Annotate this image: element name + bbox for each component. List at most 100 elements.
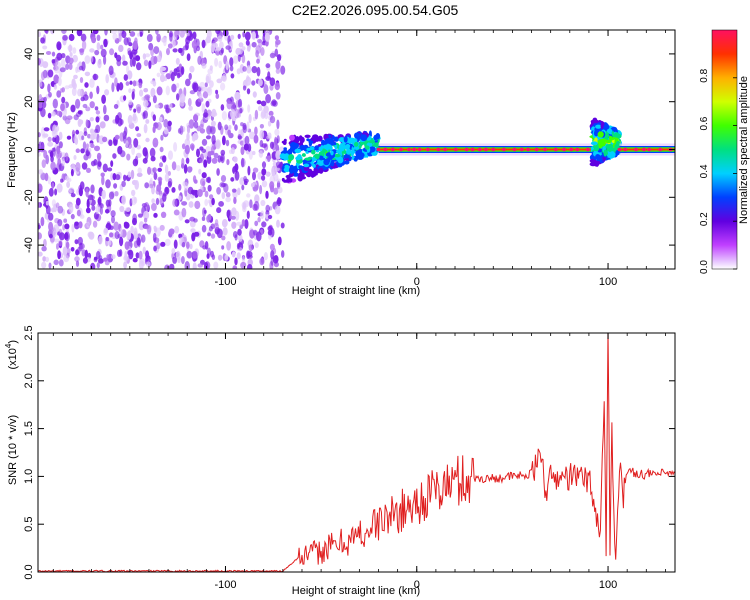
heatmap-cell xyxy=(89,117,94,122)
x-tick-label: -100 xyxy=(214,276,236,288)
heatmap-cell xyxy=(84,71,91,77)
spectrogram-y-ticks: -40 -20 0 20 40 xyxy=(23,48,675,253)
heatmap-cell xyxy=(69,52,73,57)
heatmap-cell xyxy=(288,154,295,161)
heatmap-cell xyxy=(48,212,54,221)
heatmap-cell xyxy=(97,59,102,69)
heatmap-cell xyxy=(198,168,202,175)
heatmap-cell xyxy=(53,84,58,90)
heatmap-cell xyxy=(246,193,251,198)
heatmap-cell xyxy=(125,81,130,86)
heatmap-cell xyxy=(166,48,170,56)
heatmap-cell xyxy=(280,222,285,229)
heatmap-cell xyxy=(78,187,83,197)
heatmap-cell xyxy=(185,157,190,164)
heatmap-cell xyxy=(283,179,288,183)
heatmap-cell xyxy=(56,110,63,116)
heatmap-cell xyxy=(318,146,323,152)
heatmap-cell xyxy=(207,184,212,192)
heatmap-region-0 xyxy=(38,30,286,269)
heatmap-cell xyxy=(253,200,260,211)
heatmap-cell xyxy=(269,52,276,59)
heatmap-cell xyxy=(121,180,126,188)
heatmap-cell xyxy=(90,55,94,63)
heatmap-cell xyxy=(40,172,46,181)
heatmap-cell xyxy=(127,230,132,240)
heatmap-cell xyxy=(149,183,154,189)
heatmap-cell xyxy=(75,129,80,135)
y-tick-label: 20 xyxy=(23,96,35,108)
heatmap-cell xyxy=(68,63,73,70)
heatmap-cell xyxy=(38,143,41,153)
heatmap-cell xyxy=(210,145,215,154)
heatmap-cell xyxy=(168,177,173,187)
heatmap-cell xyxy=(202,91,209,99)
heatmap-cell xyxy=(150,156,156,162)
heatmap-cell xyxy=(54,188,58,196)
heatmap-cell xyxy=(73,155,77,160)
heatmap-cell xyxy=(53,74,60,84)
heatmap-cell xyxy=(224,124,229,131)
heatmap-cell xyxy=(265,94,271,104)
heatmap-cell xyxy=(114,52,118,59)
heatmap-cell xyxy=(171,161,177,171)
heatmap-cell xyxy=(263,84,269,95)
colorbar-tick-label: 0.2 xyxy=(699,212,710,226)
heatmap-cell xyxy=(299,145,306,150)
heatmap-cell xyxy=(216,207,222,214)
heatmap-cell xyxy=(96,34,101,41)
heatmap-cell xyxy=(186,124,191,134)
snr-y-scale: (x104) xyxy=(4,340,19,370)
heatmap-cell xyxy=(359,156,363,160)
heatmap-cell xyxy=(318,161,324,166)
heatmap-cell xyxy=(56,183,63,193)
heatmap-cell xyxy=(178,183,182,191)
heatmap-cell xyxy=(183,181,189,191)
heatmap-cell xyxy=(75,260,80,267)
heatmap-cell xyxy=(143,88,149,93)
heatmap-cell xyxy=(176,72,181,79)
heatmap-cell xyxy=(453,147,458,152)
heatmap-cell xyxy=(81,135,85,141)
heatmap-cell xyxy=(87,194,94,201)
heatmap-cell xyxy=(616,141,621,146)
heatmap-cell xyxy=(78,119,84,125)
heatmap-cell xyxy=(40,216,45,227)
heatmap-cell xyxy=(261,168,267,176)
heatmap-cell xyxy=(51,59,56,64)
heatmap-cell xyxy=(64,223,70,230)
heatmap-cell xyxy=(145,119,150,124)
heatmap-cell xyxy=(114,77,118,87)
heatmap-cell xyxy=(64,234,69,240)
heatmap-cell xyxy=(63,218,68,223)
heatmap-cell xyxy=(360,134,368,142)
heatmap-cell xyxy=(66,135,72,140)
heatmap-cell xyxy=(109,48,115,56)
heatmap-cell xyxy=(275,161,281,169)
heatmap-cell xyxy=(191,189,198,196)
chart-title: C2E2.2026.095.00.54.G05 xyxy=(291,2,459,18)
heatmap-cell xyxy=(289,178,293,183)
y-tick-label: 2.0 xyxy=(23,373,35,388)
heatmap-cell xyxy=(417,147,422,152)
heatmap-cell xyxy=(229,215,233,220)
heatmap-cell xyxy=(60,103,65,112)
y-tick-label: 0.0 xyxy=(23,564,35,579)
heatmap-cell xyxy=(288,167,294,174)
heatmap-cell xyxy=(230,177,235,182)
heatmap-cell xyxy=(351,147,355,154)
snr-panel: -100 0 100 0.0 0.5 1.0 1.5 2.0 2.5 Height of st… xyxy=(4,325,676,597)
heatmap-cell xyxy=(211,197,215,206)
heatmap-cell xyxy=(207,151,212,158)
heatmap-cell xyxy=(210,233,216,239)
heatmap-cell xyxy=(42,61,49,69)
heatmap-cell xyxy=(271,99,277,106)
heatmap-cell xyxy=(57,219,63,227)
heatmap-cell xyxy=(132,57,136,67)
heatmap-cell xyxy=(142,246,146,255)
heatmap-cell xyxy=(207,68,213,75)
heatmap-cell xyxy=(106,221,111,227)
heatmap-cell xyxy=(128,42,133,47)
heatmap-cell xyxy=(279,146,285,152)
heatmap-cell xyxy=(75,249,80,256)
